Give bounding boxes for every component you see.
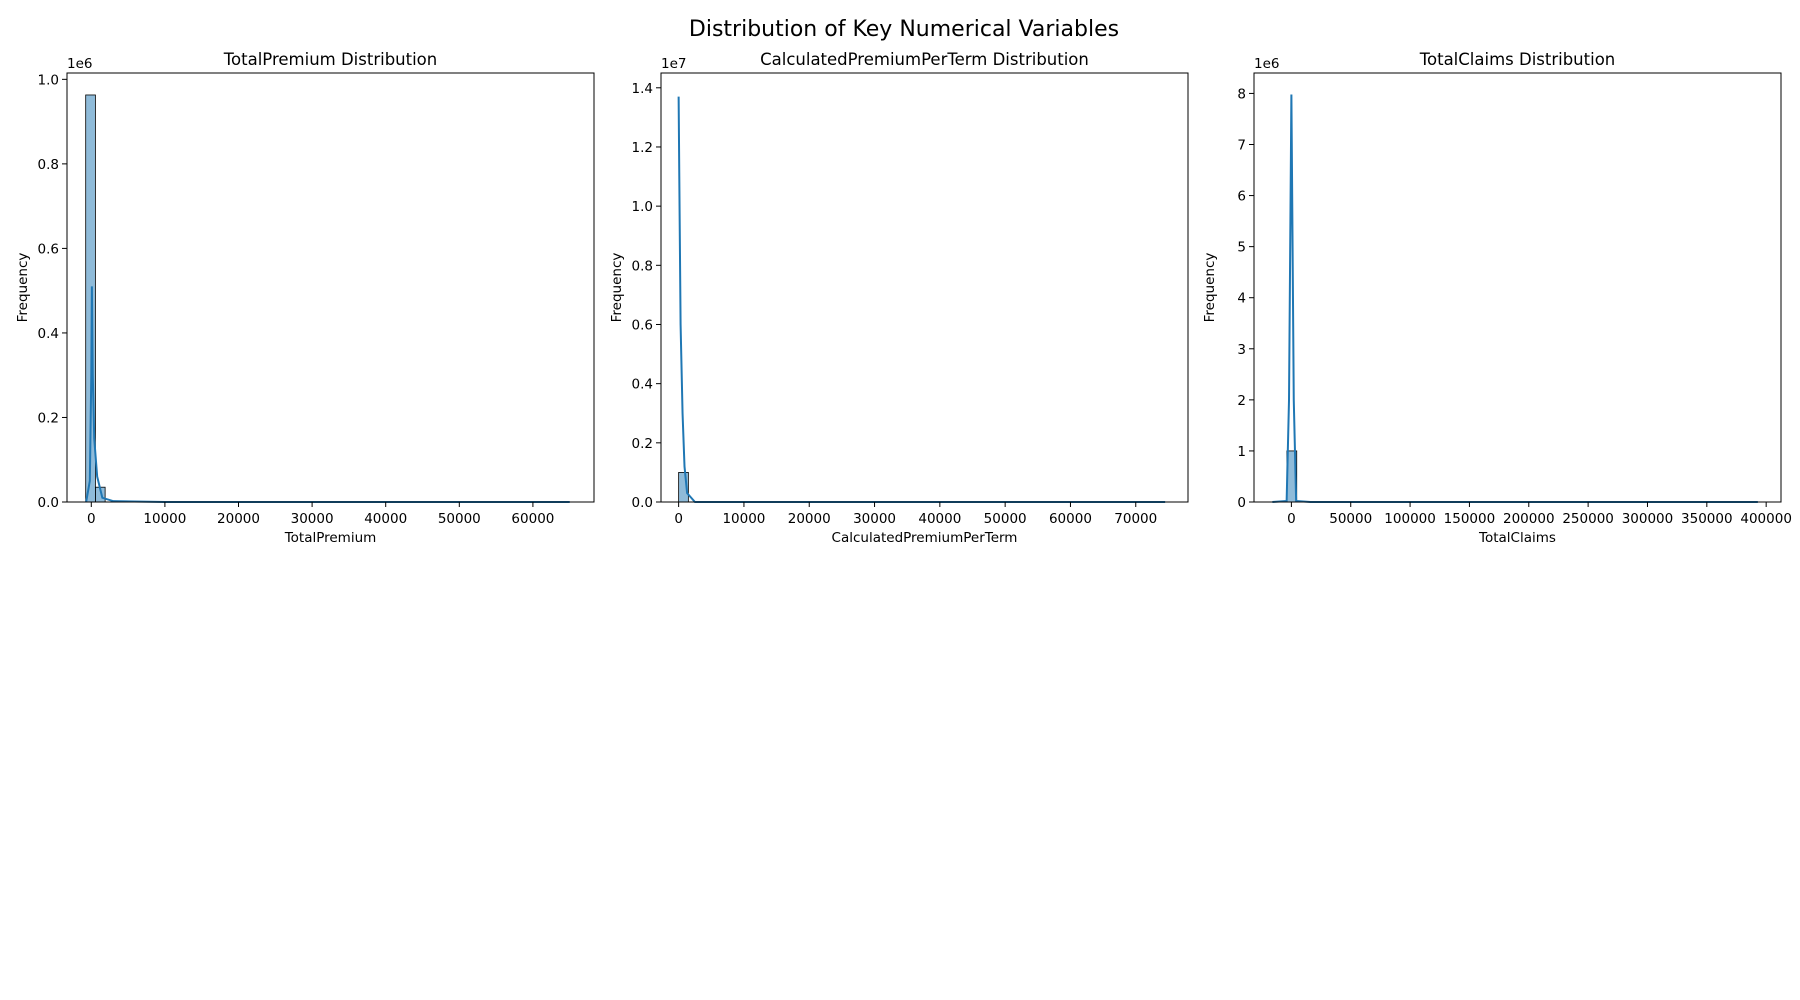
subplot-2: 0 10000 20000 30000 40000 50000 60000 70000 0.0 0… <box>609 50 1189 546</box>
y-tick-label: 1.4 <box>632 81 653 97</box>
y-tick-label: 1.0 <box>632 199 653 215</box>
x-tick-label: 250000 <box>1562 511 1614 527</box>
subplot-title: CalculatedPremiumPerTerm Distribution <box>760 50 1089 69</box>
axes-frame <box>660 72 1189 503</box>
kde-line <box>85 286 570 503</box>
y-tick-label: 0.2 <box>632 436 653 452</box>
kde-line <box>1272 94 1758 503</box>
y-tick-label: 3 <box>1237 342 1246 358</box>
x-tick-label: 20000 <box>788 511 831 527</box>
y-tick-label: 0.4 <box>632 377 653 393</box>
kde-line <box>677 96 1166 503</box>
x-tick-label: 0 <box>1287 511 1296 527</box>
y-tick-label: 5 <box>1237 240 1246 256</box>
y-axis-label: Frequency <box>609 253 625 323</box>
x-tick-label: 40000 <box>918 511 961 527</box>
y-tick-label: 0.8 <box>632 258 653 274</box>
y-tick-label: 1 <box>1237 444 1246 460</box>
x-axis-label: TotalClaims <box>1478 530 1556 546</box>
y-offset-text: 1e6 <box>67 56 92 72</box>
y-tick-label: 6 <box>1237 189 1246 205</box>
y-offset-text: 1e6 <box>1254 56 1279 72</box>
subplot-title: TotalClaims Distribution <box>1419 50 1616 69</box>
subplot-3: 0 50000 100000 150000 200000 250000 300000 3500… <box>1202 50 1792 546</box>
x-tick-label: 20000 <box>217 511 260 527</box>
y-tick-label: 1.0 <box>38 72 59 88</box>
y-tick-label: 0.4 <box>38 326 59 342</box>
x-tick-label: 10000 <box>722 511 765 527</box>
y-tick-label: 0 <box>1237 495 1246 511</box>
figure-title: Distribution of Key Numerical Variables <box>689 17 1119 42</box>
x-tick-label: 0 <box>87 511 96 527</box>
y-tick-label: 0.8 <box>38 157 59 173</box>
x-tick-label: 60000 <box>511 511 554 527</box>
x-tick-label: 50000 <box>1329 511 1372 527</box>
y-axis-label: Frequency <box>15 253 31 323</box>
axes-frame <box>1253 72 1782 503</box>
subplot-1: 0 10000 20000 30000 40000 50000 60000 0.0 0.2 0.4… <box>15 50 595 546</box>
x-tick-label: 70000 <box>1114 511 1157 527</box>
x-tick-label: 150000 <box>1444 511 1496 527</box>
x-tick-label: 50000 <box>984 511 1027 527</box>
x-tick-label: 40000 <box>364 511 407 527</box>
y-tick-label: 8 <box>1237 86 1246 102</box>
y-tick-label: 1.2 <box>632 140 653 156</box>
x-tick-label: 50000 <box>438 511 481 527</box>
y-tick-label: 0.0 <box>38 495 59 511</box>
y-axis-label: Frequency <box>1202 253 1218 323</box>
y-tick-label: 0.6 <box>632 317 653 333</box>
x-tick-label: 60000 <box>1049 511 1092 527</box>
x-tick-label: 30000 <box>853 511 896 527</box>
x-tick-label: 30000 <box>291 511 334 527</box>
x-axis-label: TotalPremium <box>284 530 377 546</box>
y-offset-text: 1e7 <box>661 56 686 72</box>
subplot-title: TotalPremium Distribution <box>223 50 437 69</box>
x-tick-label: 200000 <box>1503 511 1555 527</box>
x-axis-label: CalculatedPremiumPerTerm <box>832 530 1018 546</box>
y-tick-label: 4 <box>1237 291 1246 307</box>
x-tick-label: 100000 <box>1384 511 1436 527</box>
y-tick-label: 0.2 <box>38 410 59 426</box>
x-tick-label: 350000 <box>1681 511 1733 527</box>
y-tick-label: 0.6 <box>38 241 59 257</box>
axes-frame <box>66 72 595 503</box>
x-tick-label: 300000 <box>1622 511 1674 527</box>
x-tick-label: 400000 <box>1740 511 1792 527</box>
y-tick-label: 7 <box>1237 138 1246 154</box>
x-tick-label: 0 <box>674 511 683 527</box>
x-tick-label: 10000 <box>143 511 186 527</box>
subplots: 0 10000 20000 30000 40000 50000 60000 0.0 0.2 0.4… <box>15 50 1792 546</box>
y-tick-label: 2 <box>1237 393 1246 409</box>
y-tick-label: 0.0 <box>632 495 653 511</box>
